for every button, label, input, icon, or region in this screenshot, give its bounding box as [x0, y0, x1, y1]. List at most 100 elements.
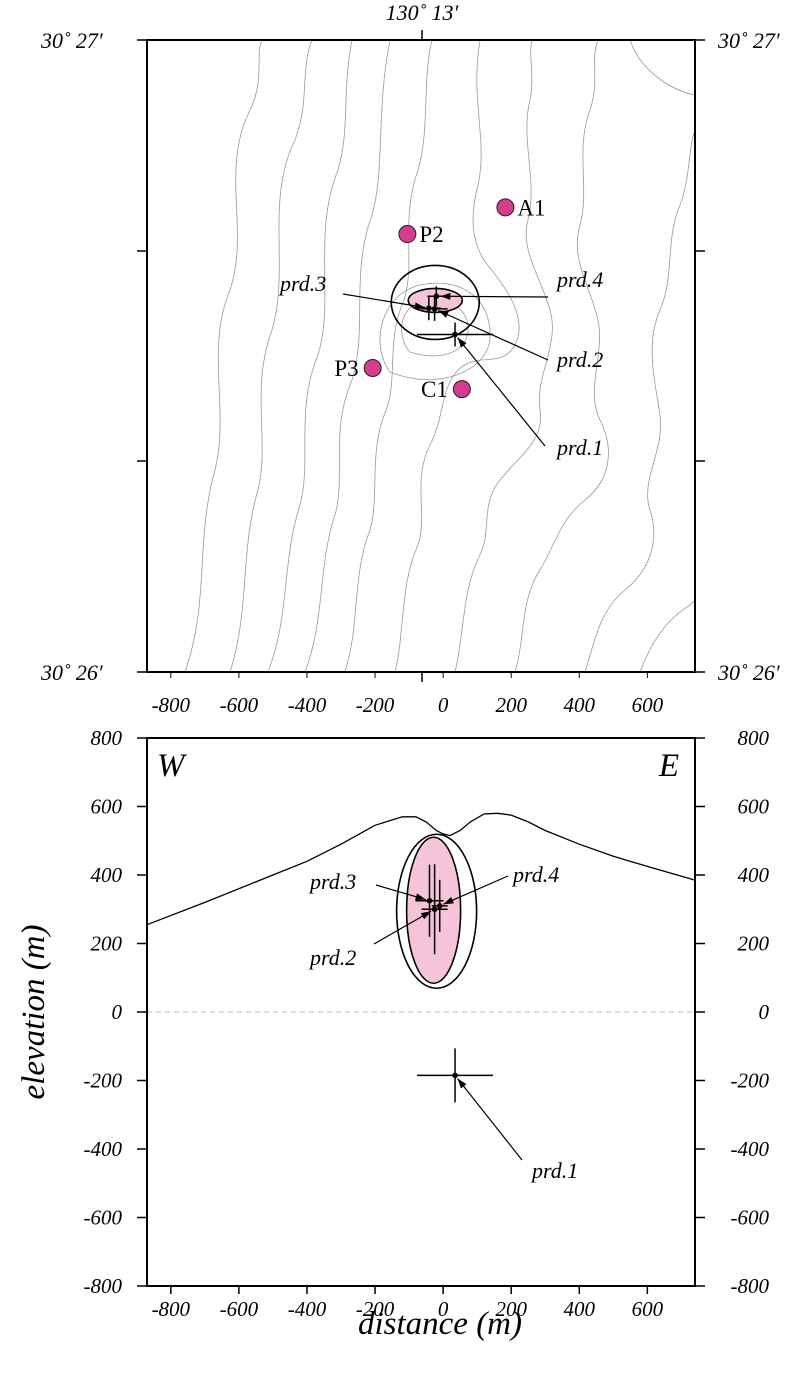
map-leader-arrowhead: [440, 292, 451, 300]
map-x-tick-label: 600: [632, 693, 664, 717]
map-leader-arrowhead: [457, 337, 467, 348]
map-estimate-point: [426, 305, 432, 311]
lat-top-right-label: 30˚ 27′: [717, 28, 781, 53]
section-data-marks: prd.1 prd.2 prd.3 prd.4: [146, 812, 696, 1183]
contour-line: [267, 40, 353, 672]
section-leader-line: [443, 875, 509, 905]
section-axis-ticks: [137, 737, 705, 1294]
lat-bottom-right-label: 30˚ 26′: [717, 660, 781, 685]
section-leader-arrowhead: [415, 893, 426, 901]
map-estimate-label: prd.3: [278, 271, 326, 296]
contour-line: [514, 40, 609, 672]
lon-top-label: 130˚ 13′: [386, 0, 460, 25]
contour-line: [454, 40, 553, 672]
section-right-direction: E: [658, 748, 679, 784]
section-y-tick-labels: 800 800 600 600 400 400 200 200 0 0 -200 -200 -400 -4…: [84, 726, 770, 1298]
map-x-tick-label: -400: [288, 693, 327, 717]
section-y-tick-label-right: 0: [759, 1000, 770, 1024]
section-leader-line: [457, 1078, 523, 1161]
map-leader-line: [457, 337, 546, 447]
section-y-tick-label-left: 200: [91, 932, 123, 956]
x-axis-label: distance (m): [358, 1306, 522, 1342]
section-y-tick-label-left: 400: [91, 863, 123, 887]
map-leader-line: [440, 295, 549, 298]
station-marker: [398, 225, 417, 244]
section-estimate-label: prd.4: [511, 862, 559, 887]
station-label: C1: [421, 377, 448, 402]
section-estimate-label: prd.3: [308, 869, 356, 894]
lat-top-left-label: 30˚ 27′: [40, 28, 104, 53]
contour-line: [304, 40, 391, 672]
map-panel: 30˚ 27′ 30˚ 27′ 30˚ 26′ 30˚ 26′ 130˚ 13′…: [40, 0, 781, 717]
map-frame: [146, 39, 696, 673]
section-leader-arrowhead: [443, 897, 454, 905]
section-x-tick-label: -600: [220, 1297, 259, 1321]
section-estimate-point: [436, 903, 443, 909]
section-panel: prd.1 prd.2 prd.3 prd.4 800 800 600 600 400 400 2…: [16, 726, 770, 1342]
station-marker: [496, 198, 515, 217]
topography-profile: [146, 812, 696, 926]
section-x-tick-label: 0: [438, 1297, 449, 1321]
section-leader-arrowhead: [457, 1078, 467, 1089]
section-estimate-label: prd.2: [308, 945, 356, 970]
map-x-tick-label: -800: [152, 693, 191, 717]
contour-line: [629, 40, 695, 96]
section-x-tick-label: 400: [564, 1297, 596, 1321]
map-estimate-label: prd.4: [555, 267, 603, 292]
station-marker: [363, 358, 382, 377]
y-axis-label: elevation (m): [16, 924, 52, 1099]
section-estimate-point: [452, 1072, 458, 1079]
section-y-tick-label-right: -800: [731, 1274, 770, 1298]
section-x-tick-label: 200: [495, 1297, 527, 1321]
section-x-tick-label: -400: [288, 1297, 327, 1321]
section-leader-line: [373, 910, 432, 945]
section-y-tick-label-right: -200: [731, 1069, 770, 1093]
station-marker: [452, 380, 471, 399]
contour-line: [639, 599, 695, 672]
contour-line: [344, 40, 433, 672]
section-x-tick-label: -800: [152, 1297, 191, 1321]
station-label: A1: [517, 195, 545, 220]
section-y-tick-label-right: 800: [738, 726, 770, 750]
section-y-tick-label-left: 600: [91, 795, 123, 819]
map-estimate-point: [433, 293, 440, 300]
section-estimate-point: [431, 906, 438, 913]
section-y-tick-label-right: -400: [731, 1137, 770, 1161]
lat-bottom-left-label: 30˚ 26′: [40, 660, 104, 685]
contour-line: [584, 129, 695, 672]
section-leader-arrowhead: [420, 911, 432, 920]
section-outer-error-ellipse: [395, 833, 478, 990]
station-label: P3: [334, 356, 358, 381]
section-x-tick-label: 600: [632, 1297, 664, 1321]
map-estimate-label: prd.1: [555, 435, 603, 460]
section-left-direction: W: [157, 748, 187, 784]
map-estimate-point: [452, 331, 458, 338]
map-leader-arrowhead: [438, 310, 449, 318]
section-y-tick-label-left: 800: [91, 726, 123, 750]
map-x-tick-label: -600: [220, 693, 259, 717]
section-x-tick-label: -200: [356, 1297, 395, 1321]
section-y-tick-label-left: -600: [84, 1206, 123, 1230]
section-estimate-label: prd.1: [530, 1158, 578, 1183]
map-leader-line: [342, 293, 425, 309]
station-label: P2: [419, 222, 443, 247]
map-x-tick-label: 0: [438, 693, 449, 717]
section-y-tick-label-right: 400: [738, 863, 770, 887]
section-y-tick-label-right: 600: [738, 795, 770, 819]
contour-line: [184, 40, 263, 672]
map-leader-line: [438, 309, 549, 361]
contour-line: [379, 282, 491, 381]
section-x-tick-labels: -800 -600 -400 -200 0 200 400 600: [152, 1297, 664, 1321]
map-x-tick-label: 400: [564, 693, 596, 717]
topographic-contours: [184, 40, 695, 672]
map-axis-ticks: [137, 30, 705, 682]
map-data-marks: prd.1 prd.2 prd.3 prd.4 A1 P2 P3 C1: [278, 195, 603, 460]
map-x-tick-labels: -800 -600 -400 -200 0 200 400 600: [152, 672, 664, 717]
section-y-tick-label-left: -200: [84, 1069, 123, 1093]
map-estimate-label: prd.2: [555, 347, 603, 372]
section-y-tick-label-right: -600: [731, 1206, 770, 1230]
contour-line: [394, 40, 520, 672]
section-y-tick-label-left: 0: [112, 1000, 123, 1024]
contour-line: [229, 40, 313, 672]
